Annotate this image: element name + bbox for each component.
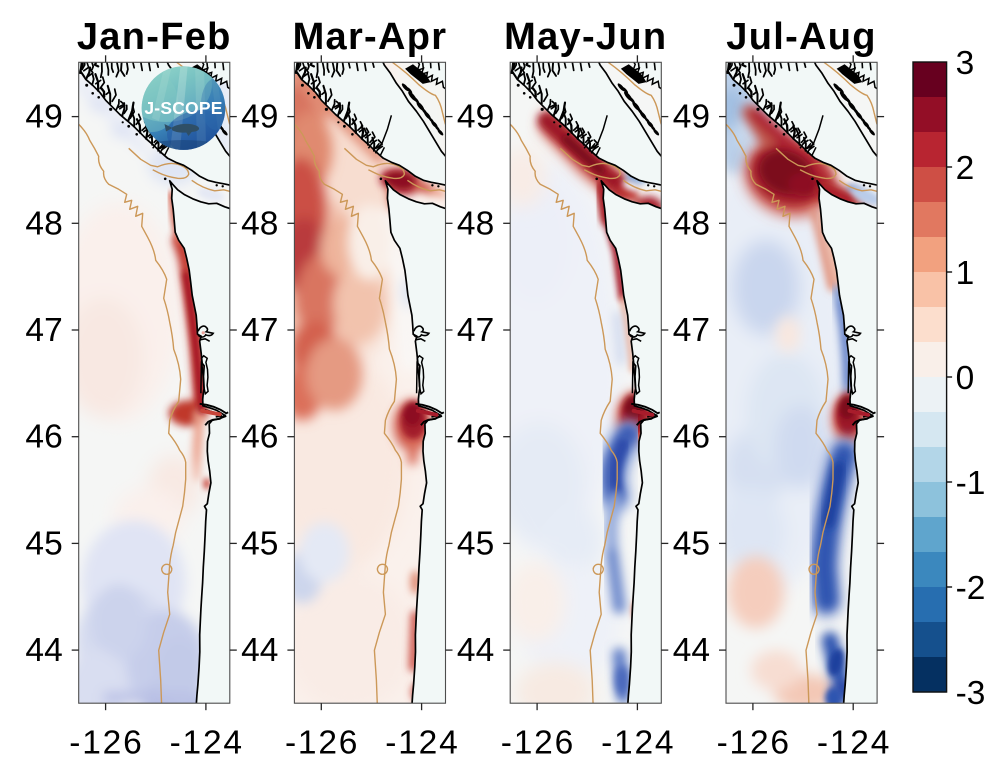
svg-text:-1: -1	[956, 465, 986, 502]
svg-text:46: 46	[241, 419, 278, 456]
svg-text:44: 44	[25, 632, 62, 669]
svg-text:48: 48	[25, 205, 62, 242]
svg-text:44: 44	[457, 632, 494, 669]
svg-text:45: 45	[457, 525, 494, 562]
svg-text:-2: -2	[956, 570, 986, 607]
svg-text:49: 49	[25, 99, 62, 136]
svg-text:46: 46	[25, 419, 62, 456]
svg-text:-3: -3	[956, 675, 986, 712]
svg-text:Mar-Apr: Mar-Apr	[293, 16, 448, 58]
svg-text:Jan-Feb: Jan-Feb	[77, 16, 232, 58]
svg-text:2: 2	[956, 150, 975, 187]
svg-text:J-SCOPE: J-SCOPE	[144, 98, 222, 118]
svg-text:-124: -124	[170, 725, 244, 762]
svg-text:May-Jun: May-Jun	[504, 16, 667, 58]
svg-text:-126: -126	[285, 725, 359, 762]
svg-text:1: 1	[956, 255, 975, 292]
svg-text:Jul-Aug: Jul-Aug	[726, 16, 877, 58]
svg-text:-126: -126	[501, 725, 575, 762]
svg-text:3: 3	[956, 45, 975, 82]
svg-text:48: 48	[673, 205, 710, 242]
svg-text:46: 46	[457, 419, 494, 456]
svg-text:47: 47	[457, 312, 494, 349]
svg-text:-126: -126	[717, 725, 791, 762]
svg-text:0: 0	[956, 360, 975, 397]
svg-text:47: 47	[673, 312, 710, 349]
svg-text:46: 46	[673, 419, 710, 456]
svg-text:-124: -124	[601, 725, 675, 762]
svg-text:48: 48	[457, 205, 494, 242]
svg-text:45: 45	[241, 525, 278, 562]
svg-text:48: 48	[241, 205, 278, 242]
svg-text:-126: -126	[69, 725, 143, 762]
svg-text:44: 44	[241, 632, 278, 669]
svg-text:-124: -124	[385, 725, 459, 762]
svg-text:-124: -124	[817, 725, 891, 762]
svg-text:49: 49	[241, 99, 278, 136]
svg-text:45: 45	[673, 525, 710, 562]
svg-text:47: 47	[241, 312, 278, 349]
svg-text:44: 44	[673, 632, 710, 669]
svg-text:49: 49	[457, 99, 494, 136]
svg-text:47: 47	[25, 312, 62, 349]
svg-text:49: 49	[673, 99, 710, 136]
svg-text:45: 45	[25, 525, 62, 562]
